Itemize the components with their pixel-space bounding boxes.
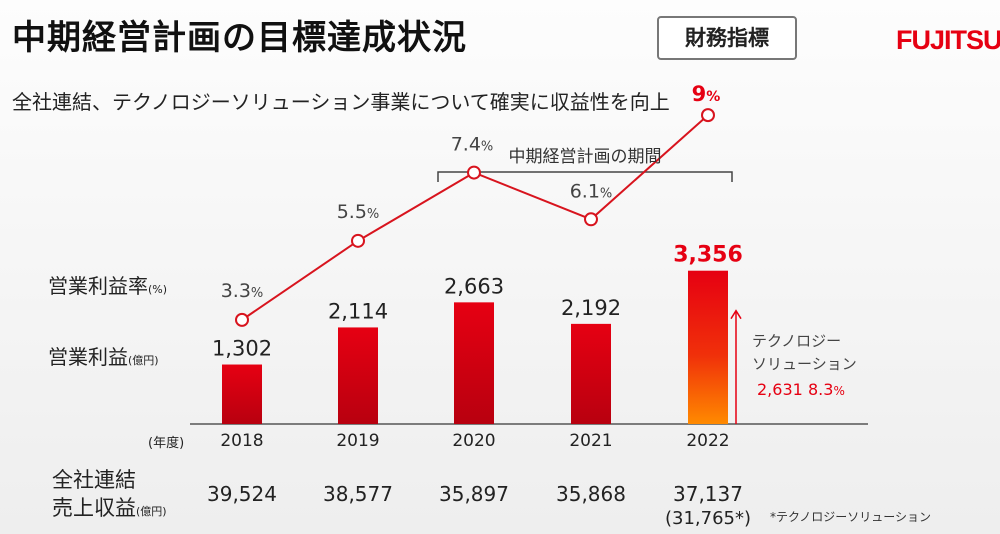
margin-point-2019 [351, 233, 365, 248]
margin-value: 6.1 [570, 180, 600, 202]
profit-label-2019: 2,114 [328, 299, 388, 323]
margin-value: 3.3 [221, 280, 251, 302]
revenue-label-2022: 37,137 [673, 482, 743, 506]
margin-point-2020 [467, 165, 481, 180]
profit-label-2022: 3,356 [673, 243, 743, 268]
year-label-2021: 2021 [569, 431, 612, 451]
margin-label-2022: 9% [692, 82, 721, 106]
margin-value: 7.4 [451, 134, 481, 156]
margin-row-label: 営業利益率(%) [48, 274, 168, 298]
margin-percent-sign: % [367, 207, 379, 222]
margin-label-2019: 5.5% [337, 201, 380, 223]
period-label: 中期経営計画の期間 [509, 147, 662, 167]
profit-bar-2019 [338, 327, 378, 424]
page-title: 中期経営計画の目標達成状況 [12, 18, 467, 58]
profit-label-2020: 2,663 [444, 274, 504, 298]
revenue-note: (31,765*) [665, 508, 751, 529]
tech-margin: 8.3% [808, 380, 845, 399]
revenue-label-line1: 全社連結 [52, 468, 136, 492]
period-bracket [437, 171, 733, 182]
page-subtitle: 全社連結、テクノロジーソリューション事業について確実に収益性を向上 [12, 90, 670, 114]
margin-percent-sign: % [251, 286, 263, 301]
margin-point-2022 [701, 108, 715, 123]
year-label-2020: 2020 [452, 431, 495, 451]
year-unit-label: (年度) [148, 436, 185, 451]
tech-margin-value: 8.3 [808, 380, 833, 399]
revenue-unit: (億円) [136, 505, 167, 518]
profit-label-2021: 2,192 [561, 296, 621, 320]
profit-bar-2021 [571, 323, 611, 424]
tech-margin-unit: % [833, 384, 844, 398]
profit-row-label: 営業利益(億円) [48, 345, 159, 369]
margin-percent-sign: % [481, 140, 493, 155]
fujitsu-logo: FUJITSU [896, 25, 1000, 55]
margin-label-2018: 3.3% [221, 280, 264, 302]
revenue-label-2021: 35,868 [556, 482, 626, 506]
tech-profit: 2,631 [757, 380, 803, 399]
profit-unit: (億円) [128, 354, 159, 367]
tech-label-line2: ソリューション [752, 355, 857, 373]
revenue-label-line2: 売上収益(億円) [52, 496, 167, 520]
margin-point-2021 [584, 212, 598, 227]
profit-bar-2018 [222, 364, 262, 424]
profit-bar-2022 [688, 270, 728, 424]
margin-point-2018 [235, 312, 249, 327]
year-label-2022: 2022 [686, 431, 729, 451]
profit-bar-2020 [454, 302, 494, 424]
revenue-label-2018: 39,524 [207, 482, 277, 506]
margin-percent-sign: % [706, 89, 720, 105]
tech-arrow-head [730, 309, 742, 320]
margin-percent-sign: % [600, 186, 612, 201]
category-badge: 財務指標 [657, 16, 797, 60]
margin-label-2020: 7.4% [451, 134, 494, 156]
profit-label-2018: 1,302 [212, 337, 272, 361]
margin-value: 5.5 [337, 201, 367, 223]
margin-unit: (%) [148, 283, 168, 296]
year-label-2019: 2019 [336, 431, 379, 451]
margin-value: 9 [692, 82, 707, 106]
year-label-2018: 2018 [220, 431, 263, 451]
revenue-label-2020: 35,897 [439, 482, 509, 506]
tech-label-line1: テクノロジー [752, 332, 841, 350]
margin-label-2021: 6.1% [570, 180, 613, 202]
footnote: *テクノロジーソリューション [770, 510, 931, 524]
revenue-label-2019: 38,577 [323, 482, 393, 506]
revenue-row-label: 全社連結 売上収益(億円) [52, 466, 167, 526]
